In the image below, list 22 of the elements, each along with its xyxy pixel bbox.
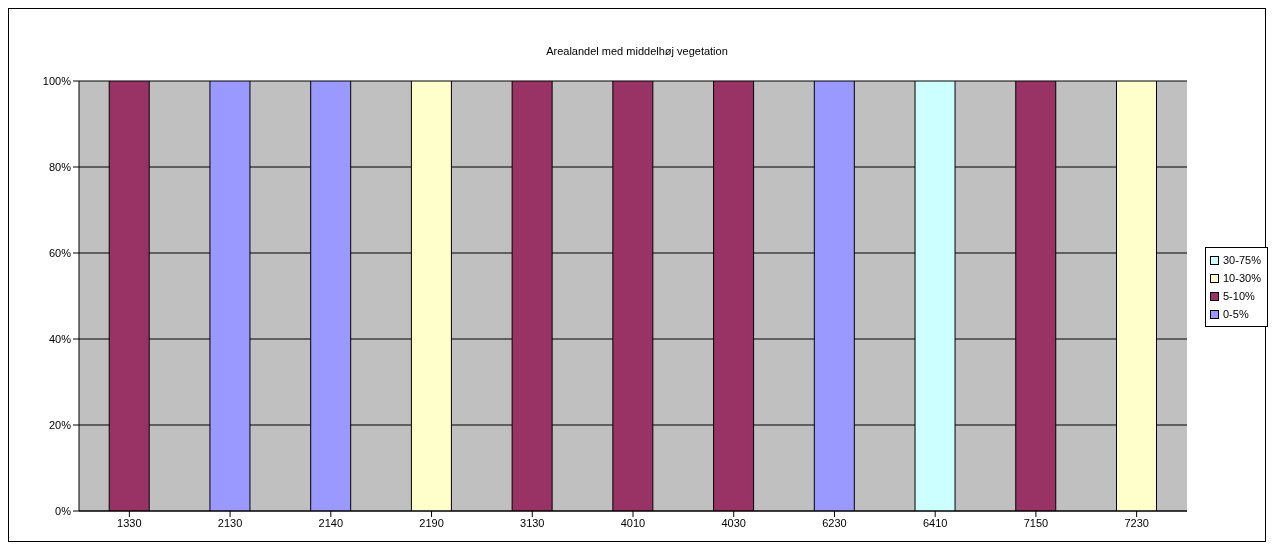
x-tick-label: 4030 bbox=[721, 516, 746, 529]
y-tick-label: 40% bbox=[48, 332, 72, 345]
x-tick-label: 2190 bbox=[419, 516, 444, 529]
legend-label: 30-75% bbox=[1223, 254, 1261, 266]
x-tick-label: 7150 bbox=[1023, 516, 1049, 529]
x-tick-label: 2140 bbox=[318, 516, 344, 529]
legend-label: 10-30% bbox=[1223, 272, 1261, 284]
y-tick-label: 20% bbox=[48, 418, 72, 431]
x-tick-label: 7230 bbox=[1124, 516, 1149, 529]
x-tick-label: 3130 bbox=[520, 516, 545, 529]
x-tick-label: 1330 bbox=[117, 516, 142, 529]
y-tick-label: 0% bbox=[55, 504, 72, 517]
y-tick-label: 100% bbox=[42, 74, 72, 87]
legend-label: 5-10% bbox=[1223, 290, 1255, 302]
y-tick-label: 60% bbox=[48, 246, 72, 259]
x-tick-label: 4010 bbox=[620, 516, 646, 529]
legend-label: 0-5% bbox=[1223, 308, 1249, 320]
y-tick-label: 80% bbox=[48, 160, 72, 173]
x-tick-label: 2130 bbox=[217, 516, 243, 529]
x-tick-label: 6410 bbox=[922, 516, 948, 529]
chart-title: Arealandel med middelhøj vegetation bbox=[545, 45, 729, 57]
x-tick-label: 6230 bbox=[822, 516, 847, 529]
